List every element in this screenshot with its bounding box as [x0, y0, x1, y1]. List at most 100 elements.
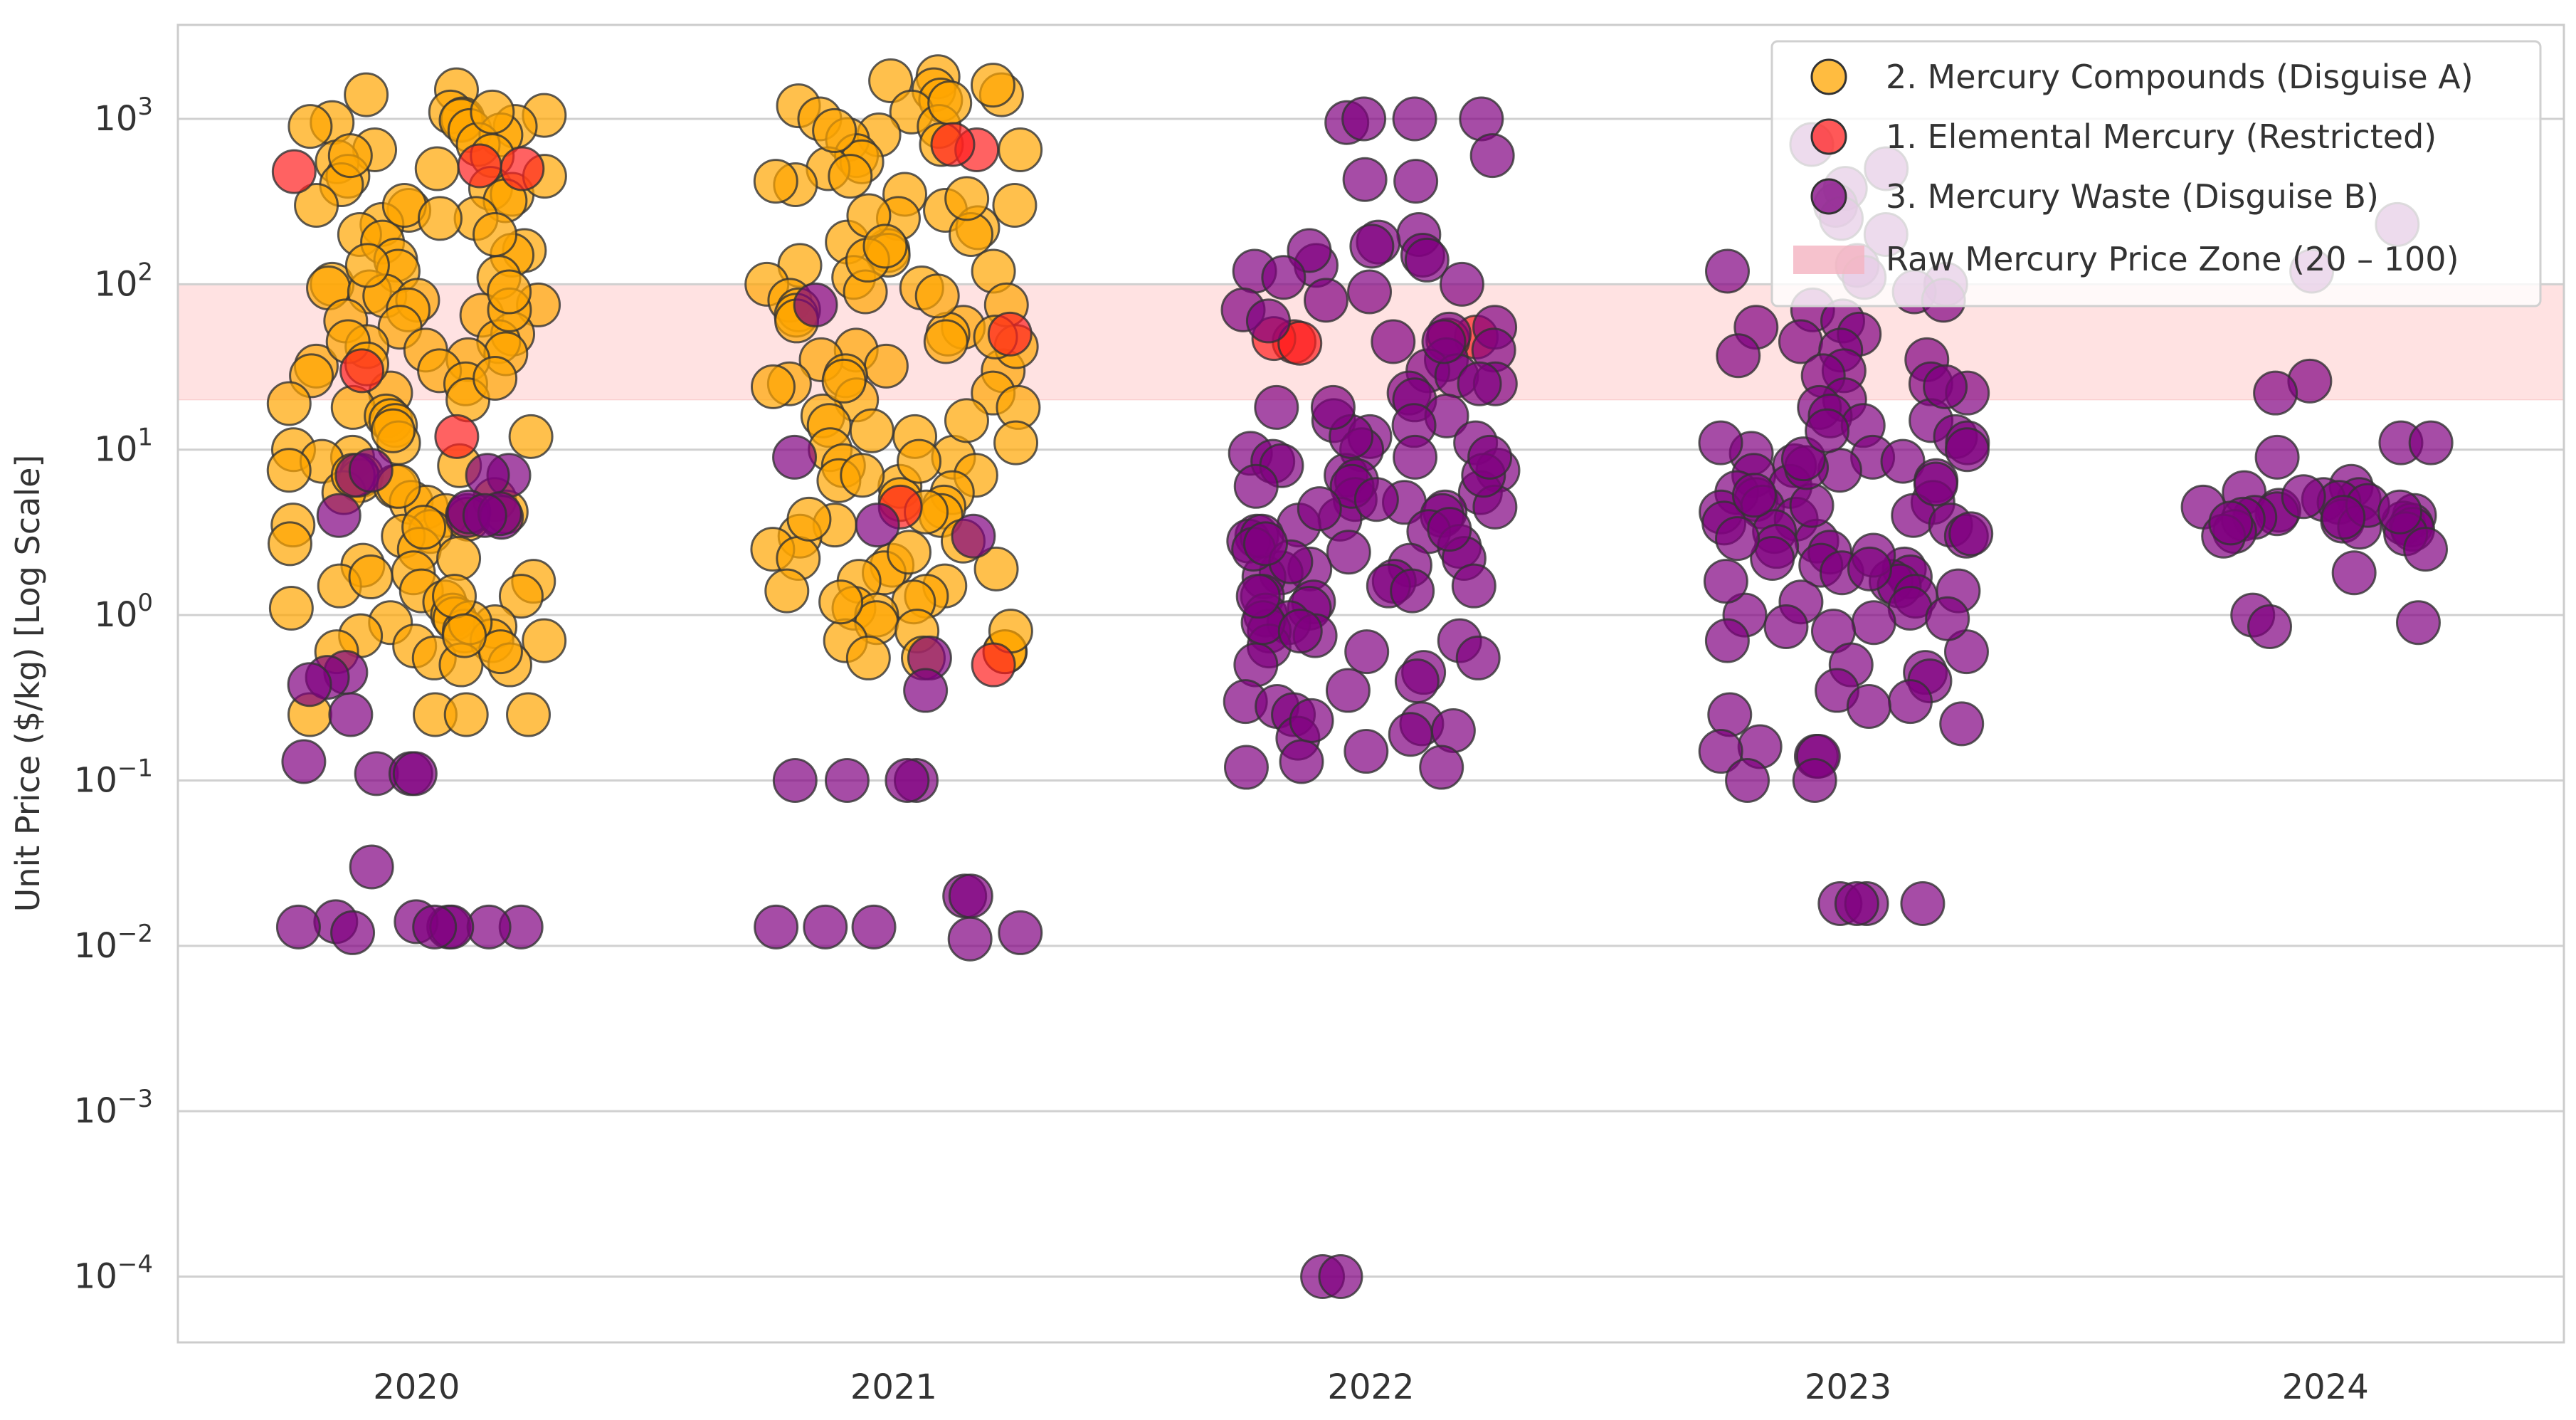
- data-point: [1277, 609, 1323, 654]
- data-point: [821, 358, 867, 404]
- data-point: [344, 72, 389, 117]
- data-point: [487, 269, 532, 315]
- data-point: [2321, 495, 2366, 540]
- data-point: [973, 546, 1019, 591]
- data-point: [1326, 530, 1371, 575]
- data-point: [885, 757, 930, 803]
- x-tick-label: 2024: [2282, 1367, 2369, 1407]
- data-point: [1469, 133, 1515, 179]
- data-point: [948, 873, 993, 919]
- data-point: [1455, 635, 1501, 680]
- y-tick-label: 103: [94, 93, 153, 139]
- data-point: [1404, 237, 1450, 283]
- data-point: [271, 149, 317, 194]
- data-point: [818, 579, 864, 625]
- data-point: [851, 904, 897, 950]
- data-point: [1371, 319, 1416, 364]
- y-tick-labels: 103 102 101 100 10−1 10−2 10−3 10−4: [74, 93, 153, 1297]
- data-point: [947, 916, 993, 962]
- data-point: [1703, 559, 1748, 604]
- data-point: [1439, 261, 1484, 307]
- data-point: [443, 692, 489, 737]
- data-point: [1261, 255, 1307, 300]
- data-point: [1707, 692, 1753, 737]
- data-point: [1923, 364, 1968, 409]
- data-point: [914, 273, 960, 319]
- data-point: [392, 751, 438, 796]
- legend-label-band: Raw Mercury Price Zone (20 – 100): [1886, 240, 2459, 278]
- data-point: [470, 89, 515, 135]
- data-point: [2403, 527, 2449, 572]
- data-point: [327, 133, 373, 179]
- x-tick-label: 2021: [850, 1367, 937, 1407]
- data-point: [287, 104, 333, 149]
- legend-swatch-band: [1793, 246, 1864, 274]
- data-point: [287, 662, 332, 708]
- legend-label-compounds: 2. Mercury Compounds (Disguise A): [1886, 58, 2474, 96]
- data-point: [992, 183, 1038, 228]
- y-tick-label: 10−4: [74, 1251, 153, 1297]
- data-point: [868, 58, 914, 103]
- data-point: [863, 343, 909, 389]
- data-point: [971, 642, 1016, 688]
- x-tick-labels: 2020 2021 2022 2023 2024: [373, 1367, 2369, 1407]
- data-point: [993, 420, 1039, 466]
- data-point: [1763, 604, 1809, 650]
- data-point: [1698, 729, 1743, 774]
- data-point: [1390, 568, 1435, 614]
- data-point: [903, 668, 949, 713]
- y-tick-label: 100: [94, 589, 153, 635]
- data-point: [1421, 319, 1467, 364]
- data-point: [1344, 729, 1389, 774]
- legend-label-waste: 3. Mercury Waste (Disguise B): [1886, 177, 2379, 216]
- data-point: [442, 613, 487, 658]
- data-point: [508, 414, 554, 459]
- data-point: [987, 311, 1033, 357]
- plot-frame: [176, 23, 2565, 1344]
- data-point: [1750, 536, 1795, 582]
- data-point: [1393, 434, 1438, 480]
- data-point: [2395, 600, 2441, 646]
- data-point: [772, 434, 818, 480]
- data-point: [944, 176, 990, 221]
- data-point: [1277, 320, 1323, 366]
- data-point: [1243, 521, 1289, 567]
- points-layer: [266, 54, 2454, 1300]
- data-point: [1792, 757, 1837, 803]
- data-point: [1925, 596, 1970, 641]
- data-point: [1310, 384, 1356, 430]
- data-point: [1789, 483, 1835, 528]
- data-point: [1344, 629, 1390, 675]
- data-point: [927, 80, 973, 126]
- data-point: [1846, 684, 1891, 730]
- data-point: [803, 904, 848, 950]
- data-point: [1731, 473, 1777, 518]
- data-point: [998, 910, 1043, 955]
- data-point: [970, 63, 1015, 108]
- data-point: [1913, 461, 1958, 507]
- data-point: [1419, 745, 1464, 790]
- data-point: [2281, 474, 2326, 520]
- data-point: [1805, 408, 1850, 453]
- legend-marker-elemental: [1810, 118, 1847, 155]
- data-point: [824, 757, 870, 803]
- data-point: [339, 348, 385, 394]
- data-point: [1705, 248, 1751, 294]
- data-point: [500, 146, 545, 191]
- data-point: [1715, 516, 1761, 562]
- data-point: [457, 143, 502, 189]
- data-point: [754, 904, 799, 950]
- data-point: [462, 493, 507, 538]
- data-point: [812, 107, 857, 153]
- x-tick-label: 2023: [1805, 1367, 1891, 1407]
- data-point: [1341, 96, 1387, 142]
- data-point: [862, 223, 908, 269]
- data-point: [1325, 668, 1371, 713]
- data-point: [330, 910, 376, 955]
- data-point: [328, 692, 374, 737]
- data-point: [348, 448, 394, 493]
- data-point: [855, 503, 900, 548]
- data-point: [370, 408, 416, 453]
- data-point: [786, 496, 832, 542]
